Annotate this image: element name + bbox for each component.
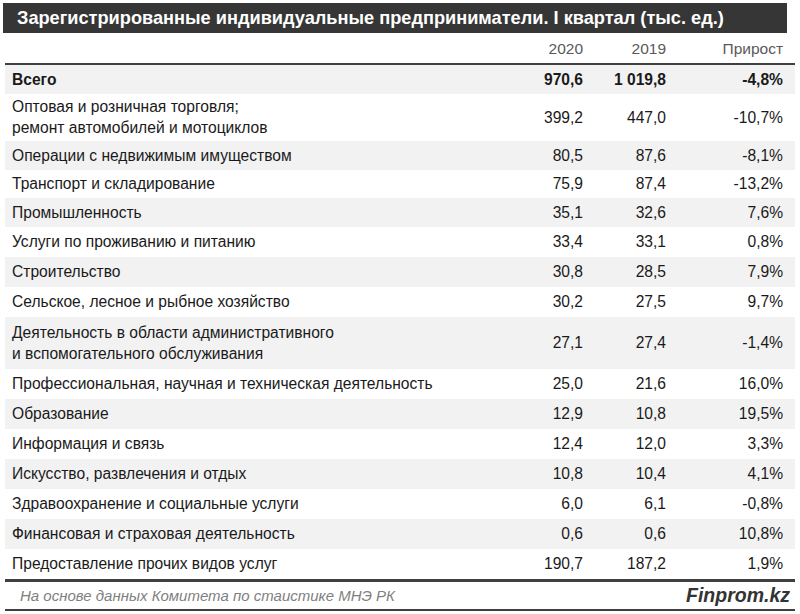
value-2020: 190,7: [493, 549, 583, 581]
table-row: Оптовая и розничная торговля;ремонт авто…: [5, 94, 795, 142]
brand-logo: Finprom.kz: [686, 584, 795, 607]
value-growth: 10,8%: [666, 519, 795, 549]
value-2019: 87,6: [583, 141, 666, 170]
value-growth: 9,7%: [666, 287, 795, 317]
table-row: Всего970,61 019,8-4,8%: [5, 64, 795, 94]
table-row: Образование12,910,819,5%: [5, 399, 795, 429]
table-row: Промышленность35,132,67,6%: [5, 198, 795, 227]
row-label: Искусство, развлечения и отдых: [5, 459, 493, 489]
value-2020: 0,6: [493, 519, 583, 549]
table-row: Финансовая и страховая деятельность0,60,…: [5, 519, 795, 549]
column-header-empty: [5, 33, 493, 64]
value-2019: 1 019,8: [583, 64, 666, 94]
value-2019: 28,5: [583, 257, 666, 287]
row-label: Операции с недвижимым имуществом: [5, 141, 493, 170]
row-label: Деятельность в области административного…: [5, 317, 493, 369]
table-row: Здравоохранение и социальные услуги6,06,…: [5, 489, 795, 519]
row-label: Всего: [5, 64, 493, 94]
page-title: Зарегистрированные индивидуальные предпр…: [17, 8, 724, 28]
source-note: На основе данных Комитета по стаистике М…: [5, 587, 395, 604]
value-growth: -10,7%: [666, 94, 795, 142]
value-2020: 33,4: [493, 227, 583, 257]
value-growth: -4,8%: [666, 64, 795, 94]
table-row: Информация и связь12,412,03,3%: [5, 429, 795, 459]
table-row: Профессиональная, научная и техническая …: [5, 369, 795, 399]
table-row: Предоставление прочих видов услуг190,718…: [5, 549, 795, 581]
row-label: Профессиональная, научная и техническая …: [5, 369, 493, 399]
value-2020: 25,0: [493, 369, 583, 399]
value-2019: 32,6: [583, 198, 666, 227]
row-label: Сельское, лесное и рыбное хозяйство: [5, 287, 493, 317]
row-label: Информация и связь: [5, 429, 493, 459]
row-label: Образование: [5, 399, 493, 429]
value-2020: 35,1: [493, 198, 583, 227]
table-row: Искусство, развлечения и отдых10,810,44,…: [5, 459, 795, 489]
column-header-2020: 2020: [493, 33, 583, 64]
value-growth: -8,1%: [666, 141, 795, 170]
value-growth: 7,6%: [666, 198, 795, 227]
table-row: Услуги по проживанию и питанию33,433,10,…: [5, 227, 795, 257]
value-growth: -1,4%: [666, 317, 795, 369]
row-label: Предоставление прочих видов услуг: [5, 549, 493, 581]
value-growth: 4,1%: [666, 459, 795, 489]
value-growth: -13,2%: [666, 170, 795, 199]
value-2020: 12,9: [493, 399, 583, 429]
footer: На основе данных Комитета по стаистике М…: [5, 581, 795, 611]
value-2019: 187,2: [583, 549, 666, 581]
row-label: Транспорт и складирование: [5, 170, 493, 199]
value-growth: -0,8%: [666, 489, 795, 519]
table-row: Сельское, лесное и рыбное хозяйство30,22…: [5, 287, 795, 317]
table-row: Операции с недвижимым имуществом80,587,6…: [5, 141, 795, 170]
value-growth: 16,0%: [666, 369, 795, 399]
table-row: Строительство30,828,57,9%: [5, 257, 795, 287]
table-body: Всего970,61 019,8-4,8%Оптовая и рознична…: [5, 64, 795, 580]
table-row: Транспорт и складирование75,987,4-13,2%: [5, 170, 795, 199]
value-2020: 12,4: [493, 429, 583, 459]
value-2020: 75,9: [493, 170, 583, 199]
value-2020: 80,5: [493, 141, 583, 170]
value-2019: 87,4: [583, 170, 666, 199]
value-2019: 6,1: [583, 489, 666, 519]
row-label: Здравоохранение и социальные услуги: [5, 489, 493, 519]
data-table: 2020 2019 Прирост Всего970,61 019,8-4,8%…: [5, 33, 795, 582]
title-bar: Зарегистрированные индивидуальные предпр…: [3, 3, 787, 33]
value-2020: 27,1: [493, 317, 583, 369]
value-2019: 21,6: [583, 369, 666, 399]
value-growth: 19,5%: [666, 399, 795, 429]
row-label: Финансовая и страховая деятельность: [5, 519, 493, 549]
value-2019: 10,8: [583, 399, 666, 429]
value-2019: 0,6: [583, 519, 666, 549]
value-2020: 30,2: [493, 287, 583, 317]
row-label: Услуги по проживанию и питанию: [5, 227, 493, 257]
value-2020: 399,2: [493, 94, 583, 142]
table-row: Деятельность в области административного…: [5, 317, 795, 369]
row-label: Оптовая и розничная торговля;ремонт авто…: [5, 94, 493, 142]
value-2019: 447,0: [583, 94, 666, 142]
value-2019: 12,0: [583, 429, 666, 459]
column-header-2019: 2019: [583, 33, 666, 64]
value-2019: 33,1: [583, 227, 666, 257]
value-2019: 27,4: [583, 317, 666, 369]
value-2019: 27,5: [583, 287, 666, 317]
table-header-row: 2020 2019 Прирост: [5, 33, 795, 64]
value-2020: 970,6: [493, 64, 583, 94]
row-label: Строительство: [5, 257, 493, 287]
value-growth: 7,9%: [666, 257, 795, 287]
column-header-growth: Прирост: [666, 33, 795, 64]
value-2020: 6,0: [493, 489, 583, 519]
value-growth: 0,8%: [666, 227, 795, 257]
value-2019: 10,4: [583, 459, 666, 489]
value-2020: 10,8: [493, 459, 583, 489]
page: { "title": "Зарегистрированные индивидуа…: [0, 0, 800, 614]
value-growth: 1,9%: [666, 549, 795, 581]
table-header: 2020 2019 Прирост: [5, 33, 795, 64]
value-2020: 30,8: [493, 257, 583, 287]
row-label: Промышленность: [5, 198, 493, 227]
value-growth: 3,3%: [666, 429, 795, 459]
